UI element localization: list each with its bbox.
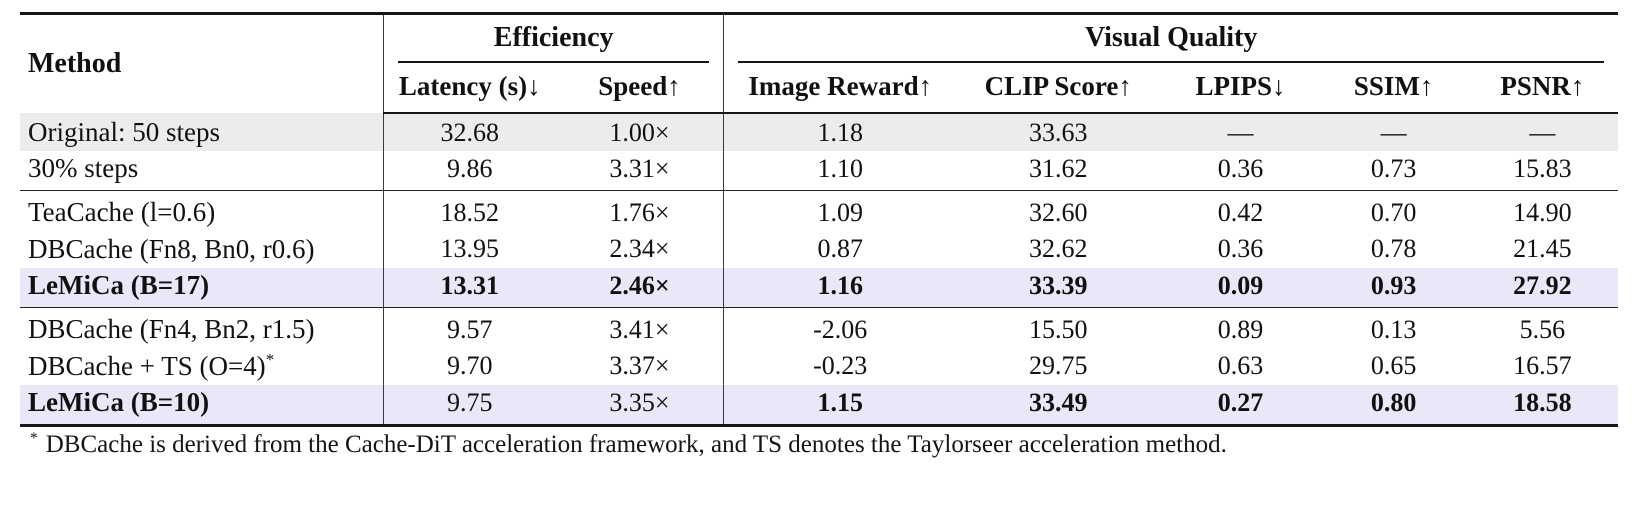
value-cell: 15.83 bbox=[1513, 153, 1572, 183]
method-cell: DBCache (Fn8, Bn0, r0.6) bbox=[20, 230, 384, 268]
table-footnote: * DBCache is derived from the Cache-DiT a… bbox=[30, 429, 1618, 459]
value-cell: 32.68 bbox=[383, 113, 556, 151]
value-cell: 9.70 bbox=[447, 351, 493, 380]
value-cell: 9.86 bbox=[447, 153, 493, 183]
group-header-row: Method Efficiency Visual Quality bbox=[20, 13, 1618, 113]
table-row: LeMiCa (B=17) 13.31 2.46× 1.16 33.39 0.09 0.93… bbox=[20, 268, 1618, 308]
value-cell: — bbox=[1466, 113, 1618, 151]
value-cell: 0.80 bbox=[1320, 385, 1467, 426]
group-header-efficiency-label: Efficiency bbox=[397, 19, 710, 63]
value-cell: 31.62 bbox=[1029, 153, 1088, 183]
table-row: DBCache (Fn8, Bn0, r0.6) 13.95 2.34× 0.87 32… bbox=[20, 230, 1618, 268]
table-body: Original: 50 steps 32.68 1.00× 1.18 33.63— — —… bbox=[20, 113, 1618, 426]
footnote-marker: * bbox=[30, 429, 38, 447]
value-cell: -2.06 bbox=[723, 307, 957, 347]
table-header: Method Efficiency Visual Quality Latency… bbox=[20, 13, 1618, 114]
table-row: 30% steps 9.86 3.31× 1.10 31.62 0.36 0.73 15.83 bbox=[20, 151, 1618, 191]
value-cell: 32.62 bbox=[1029, 234, 1088, 263]
value-cell: 0.42 bbox=[1160, 190, 1321, 230]
column-header-psnr: PSNR↑ bbox=[1466, 63, 1618, 114]
value-cell: 1.18 bbox=[723, 113, 957, 151]
value-cell: 1.16 bbox=[723, 268, 957, 308]
value-cell: 29.75 bbox=[1029, 351, 1088, 380]
group-header-visual-quality: Visual Quality bbox=[724, 14, 1618, 63]
table-row: DBCache (Fn4, Bn2, r1.5) 9.57 3.41× -2.06 15… bbox=[20, 307, 1618, 347]
value-cell: 9.75 bbox=[383, 385, 556, 426]
value-cell: 18.58 bbox=[1466, 385, 1618, 426]
group-header-efficiency: Efficiency bbox=[383, 13, 725, 63]
footnote-text: DBCache is derived from the Cache-DiT ac… bbox=[45, 431, 1227, 458]
table-row: Original: 50 steps 32.68 1.00× 1.18 33.63— — — bbox=[20, 113, 1618, 151]
group-header-visual-quality-label: Visual Quality bbox=[738, 19, 1604, 63]
value-cell: 2.34× bbox=[555, 230, 725, 268]
value-cell: 3.31× bbox=[555, 151, 725, 191]
value-cell: 0.27 bbox=[1160, 385, 1321, 426]
column-header-lpips: LPIPS↓ bbox=[1160, 63, 1321, 114]
column-header-method: Method bbox=[20, 13, 384, 113]
value-cell: 0.89 bbox=[1160, 307, 1321, 347]
value-cell: 32.60 bbox=[956, 190, 1161, 230]
column-header-latency: Latency (s)↓ bbox=[383, 63, 556, 114]
footnote-marker: * bbox=[265, 349, 275, 369]
value-cell: 0.87 bbox=[817, 234, 863, 263]
value-cell: 33.49 bbox=[956, 385, 1161, 426]
method-cell: TeaCache (l=0.6) bbox=[20, 190, 384, 230]
value-cell: 0.65 bbox=[1370, 351, 1417, 380]
value-cell: 1.00× bbox=[555, 113, 725, 151]
value-cell: 3.37× bbox=[555, 347, 725, 385]
value-cell: 9.57 bbox=[383, 307, 556, 347]
value-cell: 15.50 bbox=[956, 307, 1161, 347]
value-cell: 0.70 bbox=[1320, 190, 1467, 230]
value-cell: 5.56 bbox=[1466, 307, 1618, 347]
value-cell: 16.57 bbox=[1513, 351, 1572, 380]
column-header-ssim: SSIM↑ bbox=[1320, 63, 1467, 114]
value-cell: 0.93 bbox=[1320, 268, 1467, 308]
value-cell: — bbox=[1320, 113, 1467, 151]
value-cell: 1.10 bbox=[817, 153, 863, 183]
value-cell: 13.31 bbox=[383, 268, 556, 308]
column-header-row: Latency (s)↓ Speed↑ Image Reward↑ CLIP S… bbox=[20, 63, 1618, 114]
value-cell: 14.90 bbox=[1466, 190, 1618, 230]
value-cell: 0.78 bbox=[1370, 234, 1417, 263]
method-cell: LeMiCa (B=10) bbox=[20, 385, 384, 426]
value-cell: 1.76× bbox=[555, 190, 725, 230]
value-cell: 1.09 bbox=[723, 190, 957, 230]
value-cell: 0.73 bbox=[1370, 153, 1417, 183]
value-cell: 0.63 bbox=[1217, 351, 1264, 380]
value-cell: 0.09 bbox=[1160, 268, 1321, 308]
value-cell: 3.35× bbox=[555, 385, 725, 426]
value-cell: 21.45 bbox=[1513, 234, 1572, 263]
method-cell: DBCache + TS (O=4)* bbox=[20, 347, 384, 385]
value-cell: — bbox=[1160, 113, 1321, 151]
column-header-clip-score: CLIP Score↑ bbox=[956, 63, 1161, 114]
column-header-image-reward: Image Reward↑ bbox=[723, 63, 957, 114]
value-cell: 3.41× bbox=[555, 307, 725, 347]
value-cell: 0.13 bbox=[1320, 307, 1467, 347]
value-cell: 0.36 bbox=[1217, 153, 1264, 183]
method-cell: 30% steps bbox=[20, 151, 384, 191]
value-cell: 18.52 bbox=[383, 190, 556, 230]
value-cell: 27.92 bbox=[1466, 268, 1618, 308]
value-cell: 33.63 bbox=[956, 113, 1161, 151]
value-cell: 2.46× bbox=[555, 268, 725, 308]
results-table: Method Efficiency Visual Quality Latency… bbox=[20, 12, 1618, 427]
value-cell: 1.15 bbox=[723, 385, 957, 426]
method-cell: Original: 50 steps bbox=[20, 113, 384, 151]
column-header-speed: Speed↑ bbox=[555, 63, 725, 114]
value-cell: 0.36 bbox=[1217, 234, 1264, 263]
method-cell: LeMiCa (B=17) bbox=[20, 268, 384, 308]
value-cell: 33.39 bbox=[956, 268, 1161, 308]
value-cell: -0.23 bbox=[813, 351, 868, 380]
method-cell: DBCache (Fn4, Bn2, r1.5) bbox=[20, 307, 384, 347]
table-row: TeaCache (l=0.6) 18.52 1.76× 1.09 32.60 0.42 0… bbox=[20, 190, 1618, 230]
value-cell: 13.95 bbox=[440, 234, 500, 263]
table-row: LeMiCa (B=10) 9.75 3.35× 1.15 33.49 0.27 0.80 1… bbox=[20, 385, 1618, 426]
table-row: DBCache + TS (O=4)* 9.70 3.37× -0.23 29.75 0.… bbox=[20, 347, 1618, 385]
